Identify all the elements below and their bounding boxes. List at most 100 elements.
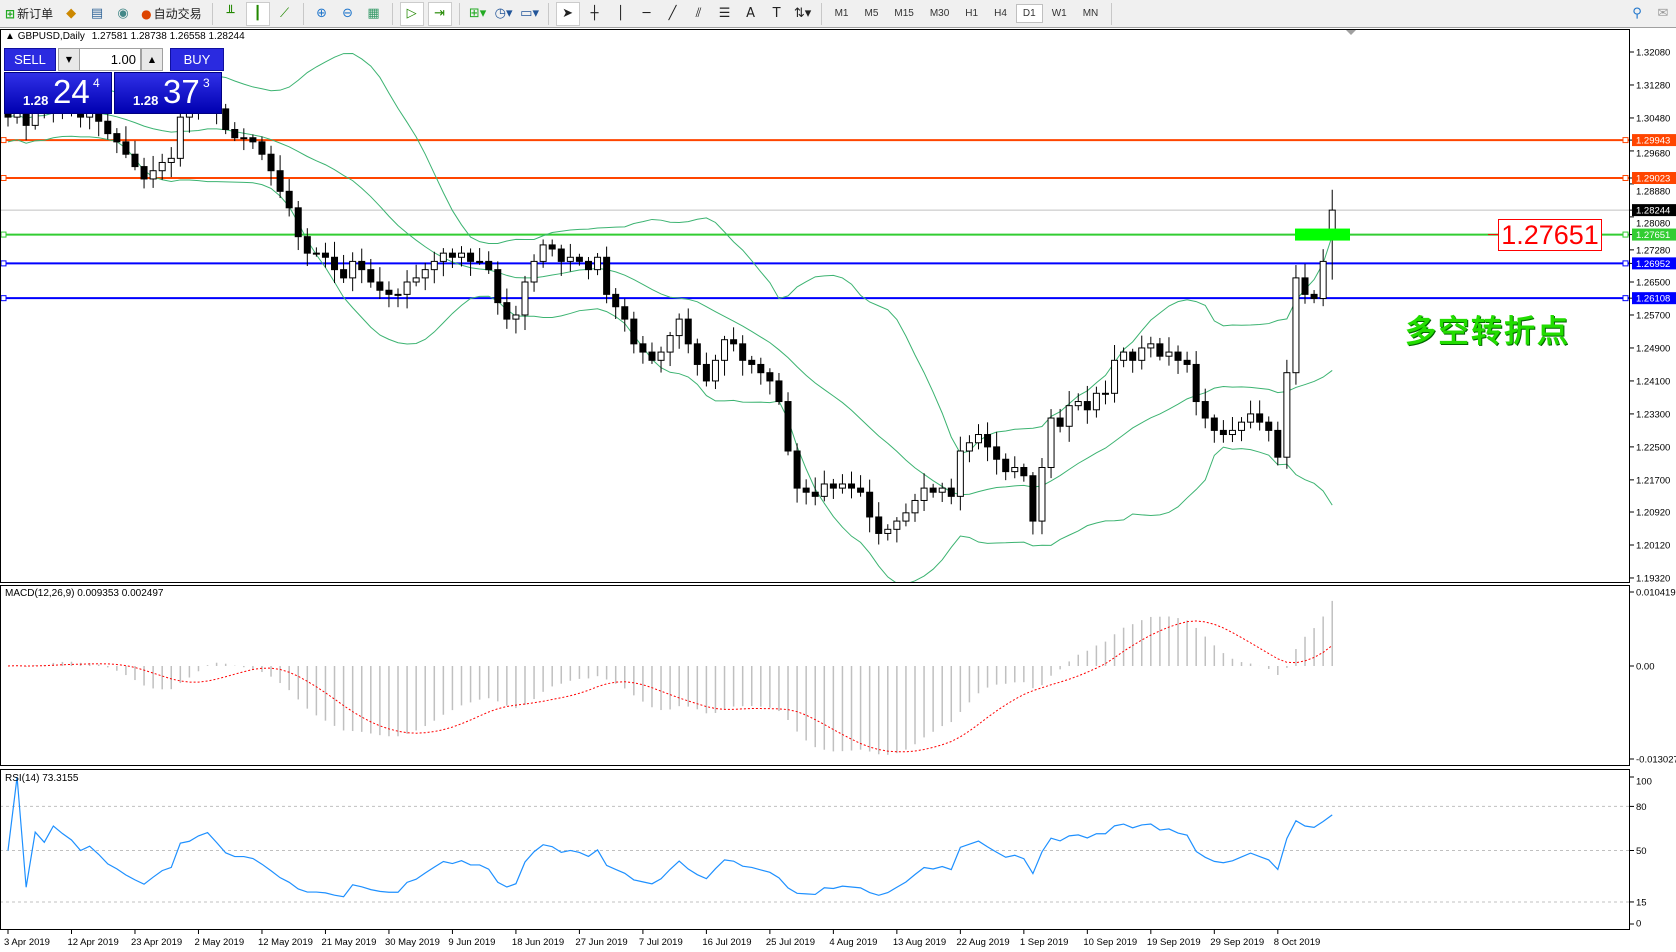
templates-icon[interactable]: ▭▾ bbox=[520, 6, 539, 21]
candle-body bbox=[1219, 429, 1227, 436]
timeframe-m15[interactable]: M15 bbox=[894, 8, 914, 19]
candle-body bbox=[666, 335, 674, 353]
tile-windows-icon[interactable]: ▦ bbox=[367, 6, 380, 21]
price-axis-label: 1.20120 bbox=[1636, 540, 1670, 551]
equidistant-channel-icon[interactable]: ⫽ bbox=[695, 6, 702, 21]
candle-body bbox=[1111, 359, 1119, 394]
candle-body bbox=[358, 260, 366, 271]
candle-body bbox=[285, 190, 293, 209]
candle-body bbox=[675, 318, 683, 337]
timeframe-h4[interactable]: H4 bbox=[994, 8, 1007, 19]
price-axis-label: 1.22500 bbox=[1636, 442, 1670, 453]
lot-size-input[interactable]: 1.00 bbox=[79, 48, 141, 71]
timeframe-w1[interactable]: W1 bbox=[1051, 8, 1067, 19]
market-watch-icon[interactable]: ◆ bbox=[66, 6, 77, 21]
horizontal-line-icon[interactable]: ─ bbox=[642, 6, 651, 21]
timeframe-m1[interactable]: M1 bbox=[834, 8, 849, 19]
line-anchor-handle[interactable] bbox=[1, 231, 7, 238]
timeframe-d1[interactable]: D1 bbox=[1015, 4, 1043, 23]
line-anchor-handle[interactable] bbox=[1622, 137, 1629, 144]
sell-button[interactable]: SELL bbox=[4, 48, 56, 71]
line-anchor-handle[interactable] bbox=[1622, 260, 1629, 267]
line-anchor-handle[interactable] bbox=[1622, 231, 1629, 238]
new-order-button[interactable]: ⊞ 新订单 bbox=[5, 6, 54, 22]
macd-axis-label: 0.010419 bbox=[1636, 588, 1676, 599]
price-axis-label: 1.19320 bbox=[1636, 573, 1670, 584]
price-line-label: 1.27651 bbox=[1636, 230, 1670, 241]
line-anchor-handle[interactable] bbox=[1, 260, 7, 267]
candle-body bbox=[984, 434, 992, 448]
date-axis-label: 16 Jul 2019 bbox=[702, 937, 751, 948]
periods-icon[interactable]: ◷▾ bbox=[494, 6, 513, 21]
candle-body bbox=[1274, 429, 1282, 458]
chart-shift-marker-icon[interactable] bbox=[1346, 30, 1356, 35]
chat-icon[interactable]: ✉ bbox=[1657, 6, 1669, 21]
data-window-icon[interactable]: ▤ bbox=[90, 6, 104, 21]
zoom-in-icon[interactable]: ⊕ bbox=[316, 6, 328, 21]
line-anchor-handle[interactable] bbox=[1, 175, 7, 182]
bar-chart-icon[interactable]: ╨ bbox=[226, 6, 235, 21]
date-axis-label: 25 Jul 2019 bbox=[766, 937, 815, 948]
candle-body bbox=[757, 363, 765, 374]
separator bbox=[547, 2, 549, 25]
candle-body bbox=[748, 359, 756, 365]
date-axis-label: 9 Jun 2019 bbox=[448, 937, 495, 948]
candlestick-icon[interactable]: ┃ bbox=[245, 1, 270, 26]
lot-increase-button[interactable]: ▲ bbox=[141, 48, 163, 71]
rsi-axis-label: 0 bbox=[1636, 919, 1641, 930]
candle-body bbox=[911, 499, 919, 514]
trendline-icon[interactable]: ╱ bbox=[668, 6, 677, 21]
vertical-line-icon[interactable]: │ bbox=[616, 6, 625, 21]
chart-shift-icon[interactable]: ⇥ bbox=[427, 1, 452, 26]
lot-decrease-button[interactable]: ▼ bbox=[58, 48, 80, 71]
candle-body bbox=[1256, 413, 1264, 423]
annotation-text[interactable]: 多空转折点 bbox=[1405, 314, 1570, 350]
price-annotation-label[interactable]: 1.27651 bbox=[1498, 219, 1602, 251]
collapse-triangle-icon[interactable]: ▲ bbox=[5, 31, 15, 42]
arrows-icon[interactable]: ⇅▾ bbox=[793, 6, 812, 21]
candle-body bbox=[566, 256, 574, 262]
search-icon[interactable]: ⚲ bbox=[1632, 6, 1642, 21]
candle-body bbox=[956, 450, 964, 497]
cursor-icon[interactable]: ➤ bbox=[555, 1, 580, 26]
candle-body bbox=[1183, 359, 1191, 365]
candle-body bbox=[875, 516, 883, 534]
date-axis-label: 10 Sep 2019 bbox=[1083, 937, 1137, 948]
crosshair-icon[interactable]: ┼ bbox=[590, 6, 599, 21]
candle-body bbox=[866, 491, 874, 518]
candle-body bbox=[621, 306, 629, 320]
buy-button[interactable]: BUY bbox=[170, 48, 224, 71]
timeframe-m5[interactable]: M5 bbox=[864, 8, 879, 19]
candle-body bbox=[249, 137, 257, 143]
line-anchor-handle[interactable] bbox=[1, 137, 7, 144]
line-anchor-handle[interactable] bbox=[1622, 175, 1629, 182]
price-axis-label: 1.24900 bbox=[1636, 343, 1670, 354]
auto-trading-button[interactable]: ● 自动交易 bbox=[141, 6, 202, 22]
text-tool-icon[interactable]: A bbox=[746, 6, 756, 21]
bollinger-lower-band bbox=[7, 135, 1333, 582]
line-chart-icon[interactable]: ⟋ bbox=[280, 6, 290, 21]
price-axis-label: 1.28080 bbox=[1636, 219, 1670, 230]
fibonacci-icon[interactable]: ☰ bbox=[718, 6, 731, 21]
one-click-trading-panel: SELL ▼ 1.00 ▲ BUY 1.28 24 4 1.28 37 3 bbox=[4, 48, 224, 114]
zoom-out-icon[interactable]: ⊖ bbox=[342, 6, 354, 21]
buy-price-box[interactable]: 1.28 37 3 bbox=[114, 72, 222, 114]
timeframe-m30[interactable]: M30 bbox=[929, 8, 950, 19]
indicators-icon[interactable]: ⊞▾ bbox=[468, 6, 487, 21]
text-label-icon[interactable]: T bbox=[772, 6, 781, 21]
auto-scroll-icon[interactable]: ▷ bbox=[399, 1, 424, 26]
candle-body bbox=[149, 170, 157, 180]
line-anchor-handle[interactable] bbox=[1622, 295, 1629, 302]
signals-icon[interactable]: ◉ bbox=[117, 6, 129, 21]
timeframe-mn[interactable]: MN bbox=[1082, 8, 1099, 19]
line-anchor-handle[interactable] bbox=[1, 295, 7, 302]
candle-body bbox=[829, 483, 837, 489]
timeframe-h1[interactable]: H1 bbox=[965, 8, 979, 19]
rectangle-object[interactable] bbox=[1295, 228, 1350, 241]
candle-body bbox=[376, 281, 384, 291]
sell-price-box[interactable]: 1.28 24 4 bbox=[4, 72, 112, 114]
candle-body bbox=[367, 269, 375, 283]
candle-body bbox=[584, 260, 592, 271]
price-line-label: 1.29023 bbox=[1636, 174, 1670, 185]
